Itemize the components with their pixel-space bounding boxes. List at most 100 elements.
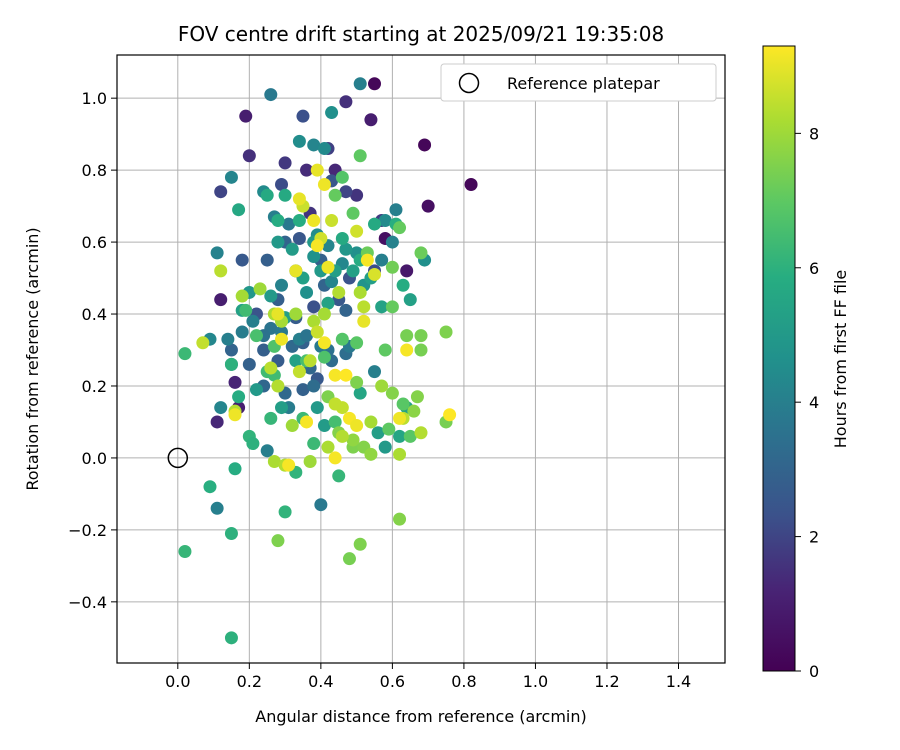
data-point: [317, 336, 331, 350]
data-point: [335, 170, 349, 184]
y-tick-label: −0.4: [68, 593, 107, 612]
data-point: [278, 188, 292, 202]
data-point: [246, 314, 260, 328]
data-point: [239, 303, 253, 317]
y-axis-ticks: −0.4 −0.2 0.0 0.2 0.4 0.6 0.8 1.0: [68, 89, 117, 612]
data-point: [346, 206, 360, 220]
data-point: [214, 185, 228, 199]
data-point: [346, 433, 360, 447]
data-point: [414, 426, 428, 440]
y-tick-label: 0.2: [82, 377, 107, 396]
data-point: [375, 379, 389, 393]
data-point: [260, 188, 274, 202]
data-point: [310, 239, 324, 253]
data-point: [400, 264, 414, 278]
data-point: [317, 350, 331, 364]
data-point: [378, 213, 392, 227]
data-point: [393, 447, 407, 461]
data-point: [307, 213, 321, 227]
data-point: [321, 296, 335, 310]
y-axis-label: Rotation from reference (arcmin): [23, 227, 42, 490]
data-point: [224, 526, 238, 540]
data-point: [364, 113, 378, 127]
data-point: [357, 314, 371, 328]
y-tick-label: 1.0: [82, 89, 107, 108]
data-point: [235, 289, 249, 303]
data-point: [275, 278, 289, 292]
x-tick-label: 0.6: [380, 672, 405, 691]
data-point: [353, 149, 367, 163]
data-point: [328, 415, 342, 429]
data-point: [267, 455, 281, 469]
data-point: [339, 368, 353, 382]
data-point: [393, 411, 407, 425]
data-point: [275, 401, 289, 415]
data-point: [303, 455, 317, 469]
data-point: [278, 156, 292, 170]
reference-point: [167, 447, 189, 469]
data-point: [403, 293, 417, 307]
y-tick-label: −0.2: [68, 521, 107, 540]
data-point: [289, 307, 303, 321]
data-point: [310, 401, 324, 415]
data-point: [378, 343, 392, 357]
data-point: [393, 512, 407, 526]
data-point: [439, 325, 453, 339]
data-point: [368, 217, 382, 231]
data-point: [350, 224, 364, 238]
data-point: [296, 383, 310, 397]
data-point: [353, 386, 367, 400]
x-tick-label: 0.0: [165, 672, 190, 691]
data-point: [249, 383, 263, 397]
data-point: [335, 429, 349, 443]
data-point: [335, 332, 349, 346]
data-points: [178, 77, 478, 645]
data-point: [350, 188, 364, 202]
data-point: [414, 343, 428, 357]
data-point: [264, 411, 278, 425]
chart-title: FOV centre drift starting at 2025/09/21 …: [178, 22, 664, 46]
x-axis-ticks: 0.0 0.2 0.4 0.6 0.8 1.0 1.2 1.4: [165, 663, 691, 691]
data-point: [242, 149, 256, 163]
data-point: [285, 242, 299, 256]
data-point: [271, 379, 285, 393]
x-tick-label: 0.4: [308, 672, 333, 691]
y-tick-label: 0.4: [82, 305, 107, 324]
data-point: [407, 404, 421, 418]
data-point: [292, 231, 306, 245]
data-point: [285, 419, 299, 433]
data-point: [210, 246, 224, 260]
colorbar-label: Hours from first FF file: [831, 270, 850, 449]
data-point: [300, 415, 314, 429]
data-point: [221, 332, 235, 346]
data-point: [235, 325, 249, 339]
data-point: [264, 361, 278, 375]
data-point: [307, 379, 321, 393]
colorbar-tick-label: 8: [809, 124, 819, 143]
data-point: [310, 163, 324, 177]
data-point: [396, 278, 410, 292]
data-point: [353, 77, 367, 91]
reference-marker: [167, 447, 189, 469]
data-point: [178, 544, 192, 558]
data-point: [260, 253, 274, 267]
data-point: [325, 213, 339, 227]
data-point: [307, 138, 321, 152]
data-point: [353, 285, 367, 299]
colorbar-tick-label: 6: [809, 259, 819, 278]
data-point: [393, 221, 407, 235]
x-tick-label: 0.8: [451, 672, 476, 691]
data-point: [224, 357, 238, 371]
data-point: [307, 300, 321, 314]
data-point: [249, 329, 263, 343]
data-point: [242, 357, 256, 371]
data-point: [264, 289, 278, 303]
data-point: [375, 253, 389, 267]
data-point: [292, 134, 306, 148]
data-point: [325, 106, 339, 120]
data-point: [350, 419, 364, 433]
data-point: [232, 203, 246, 217]
data-point: [310, 325, 324, 339]
data-point: [360, 253, 374, 267]
